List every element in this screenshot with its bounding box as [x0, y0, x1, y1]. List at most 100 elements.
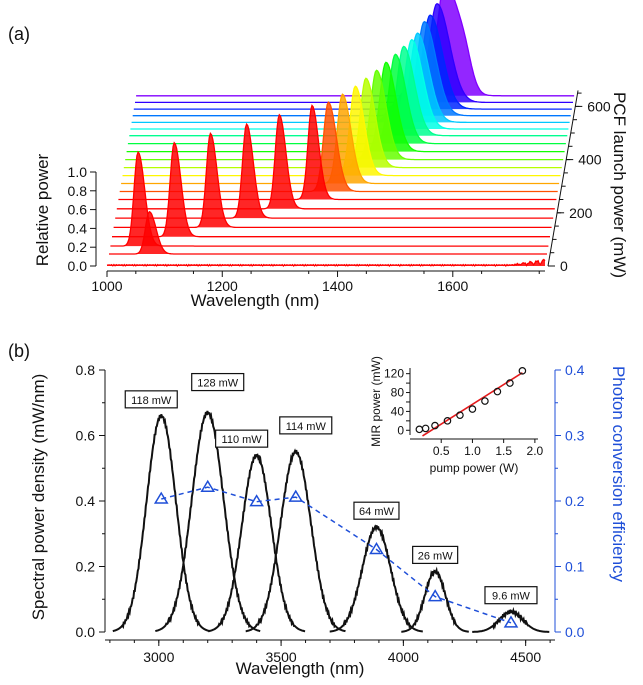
inset-point	[431, 421, 439, 430]
spectrum-line-9	[121, 93, 560, 185]
panel-a-x-tick-label: 1200	[207, 278, 238, 294]
efficiency-marker	[427, 589, 443, 602]
power-labels: 118 mW 128 mW 110 mW 114 mW 64 mW 26 mW 9.6 mW	[124, 372, 538, 605]
inset-y-tick-label: 0	[397, 423, 404, 437]
panel-a-y-axis-label: Relative power	[33, 153, 52, 266]
panel-b-x-tick-label: 4000	[388, 649, 419, 665]
panel-b-y-axis-label: Spectral power density (mW/nm)	[29, 374, 48, 621]
spectrum-curve	[112, 414, 210, 633]
panel-b-y2-tick-label: 0.3	[565, 428, 585, 444]
panel-a-y-tick-label: 1.0	[68, 164, 88, 180]
panel-a-label: (a)	[8, 24, 30, 44]
inset-y-axis-label: MIR power (mW)	[369, 356, 383, 447]
spectrum-fill-1	[109, 211, 547, 254]
panel-a-x-axis-label: Wavelength (nm)	[191, 291, 320, 310]
power-label: 118 mW	[131, 395, 172, 407]
spectrum-curve	[208, 453, 306, 633]
panel-b-x-tick-label: 3500	[266, 649, 297, 665]
panel-a-y-tick-label: 0.4	[68, 220, 88, 236]
spectrum-curve	[245, 448, 346, 633]
inset-y-tick-label: 80	[391, 386, 405, 400]
efficiency-marker	[503, 615, 519, 628]
spectrum-line-5	[115, 122, 554, 219]
power-label-box	[191, 372, 245, 392]
power-label-box	[124, 390, 178, 409]
spectrum-curve	[155, 410, 261, 633]
efficiency-series	[153, 479, 519, 628]
panel-b-x-tick-label: 3000	[143, 649, 174, 665]
panel-a-y-tick-label: 0.6	[68, 202, 88, 218]
panel-b-axes: 3000 3500 4000 4500 0.0 0.2 0.4 0.6 0.8 0.0 0.1 0.2…	[76, 362, 585, 665]
panel-a-z-tick-label: 200	[569, 205, 593, 221]
efficiency-marker	[200, 479, 216, 492]
panel-b-y2-tick-label: 0.2	[565, 493, 585, 509]
power-label-box	[484, 586, 538, 605]
panel-a-axes: 1000 1200 1400 1600 0.0 0.2 0.4 0.6 0.8 1.0 0 200 40…	[68, 90, 611, 294]
panel-b-y2-tick-label: 0.0	[565, 624, 585, 640]
inset-point	[481, 397, 489, 405]
inset-x-tick-label: 1.0	[464, 444, 481, 458]
panel-b-y2-axis-label: Photon conversion efficiency	[609, 366, 628, 583]
inset-x-tick-label: 1.5	[495, 444, 512, 458]
inset-point	[493, 387, 502, 396]
panel-b-y2-tick-label: 0.1	[565, 559, 585, 575]
spectrum-fill-8	[119, 102, 558, 192]
inset-x-axis-label: pump power (W)	[430, 461, 519, 475]
power-label: 128 mW	[197, 378, 239, 390]
panel-a-x-tick-label: 1000	[91, 278, 122, 294]
panel-a-x-tick-label: 1400	[322, 278, 353, 294]
spectrum-curve	[472, 606, 550, 633]
spectrum-line-7	[118, 104, 557, 201]
panel-b-y-tick-label: 0.4	[76, 493, 96, 509]
spectrum-fill-21	[136, 0, 575, 96]
panel-b-y2-tick-label: 0.4	[565, 362, 585, 378]
panel-a-z-tick-label: 600	[587, 98, 611, 114]
power-label: 9.6 mW	[492, 591, 531, 603]
inset-y-tick-label: 120	[384, 367, 404, 381]
power-label-box	[412, 545, 459, 565]
spectrum-line-8	[119, 101, 558, 193]
spectrum-line-2	[110, 150, 549, 247]
inset-y-tick-label: 40	[391, 404, 405, 418]
inset-x-tick-label: 0.5	[433, 444, 450, 458]
panel-a-waterfall-chart: 1000 1200 1400 1600 0.0 0.2 0.4 0.6 0.8 1.0 0 200 40…	[33, 0, 629, 310]
panel-b-x-tick-label: 4500	[510, 649, 541, 665]
panel-a-z-tick-label: 400	[578, 152, 602, 168]
panel-a-y-tick-label: 0.2	[68, 239, 88, 255]
inset-fit-line	[422, 372, 523, 437]
power-label-box	[215, 429, 269, 448]
inset-point	[506, 379, 514, 387]
inset-background	[360, 360, 546, 487]
spectrum-line-21	[136, 0, 575, 97]
efficiency-marker	[288, 489, 304, 502]
panel-b-y-tick-label: 0.6	[76, 428, 96, 444]
inset-point	[421, 424, 430, 433]
spectrum-line-1	[109, 210, 547, 255]
power-label: 110 mW	[222, 434, 263, 446]
spectrum-line-0	[106, 258, 546, 268]
inset-point	[456, 411, 464, 419]
inset-point	[468, 405, 477, 413]
efficiency-marker	[153, 491, 169, 504]
panel-b-label: (b)	[8, 341, 30, 361]
panel-a-z-axis-label: PCF launch power (mW)	[610, 92, 629, 278]
spectrum-curve	[401, 566, 469, 633]
spectrum-fill-9	[121, 94, 560, 184]
power-label: 26 mW	[418, 550, 453, 562]
panel-a-x-tick-label: 1600	[437, 278, 468, 294]
panel-b-spectra-chart: 3000 3500 4000 4500 0.0 0.2 0.4 0.6 0.8 0.0 0.1 0.2…	[29, 356, 628, 678]
panel-a-z-axis	[547, 90, 579, 267]
power-label: 64 mW	[359, 506, 394, 518]
spectrum-line-6	[116, 113, 555, 210]
panel-b-y-tick-label: 0.0	[76, 624, 96, 640]
panel-b-x-axis-label: Wavelength (nm)	[236, 659, 365, 678]
power-label-box	[279, 416, 333, 435]
efficiency-line	[161, 486, 512, 624]
panel-b-y-tick-label: 0.2	[76, 559, 96, 575]
power-label-box	[353, 501, 400, 520]
panel-b-spectra	[112, 410, 550, 633]
inset-chart: 0 40 80 120 0.5 1.0 1.5 2.0 pump power (W) MIR po…	[360, 356, 546, 487]
panel-a-y-tick-label: 0.8	[68, 183, 88, 199]
power-label: 114 mW	[286, 421, 327, 433]
spectrum-line-3	[112, 141, 550, 238]
